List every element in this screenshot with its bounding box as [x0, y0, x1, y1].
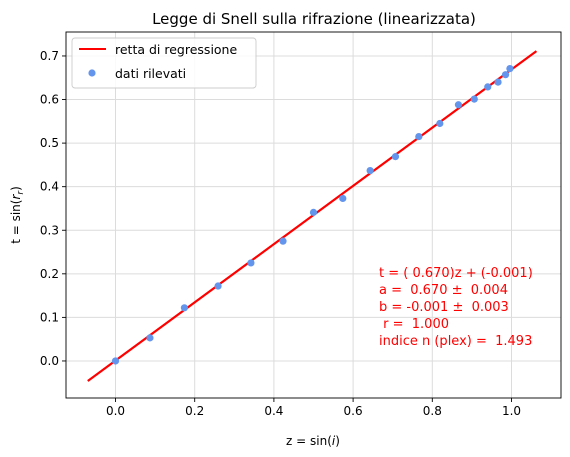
- y-tick-label: 0.5: [40, 136, 59, 150]
- plot-area: [87, 50, 538, 382]
- x-tick-label: 0.2: [185, 404, 204, 418]
- annotation-line: indice n (plex) = 1.493: [379, 334, 532, 349]
- data-point: [111, 357, 120, 365]
- y-tick-label: 0.3: [40, 223, 59, 237]
- x-tick-label: 0.8: [423, 404, 442, 418]
- legend-label-line: retta di regressione: [115, 42, 237, 57]
- legend-box: [71, 37, 257, 89]
- data-point: [494, 78, 502, 86]
- x-axis-label: z = sin(i): [286, 434, 340, 448]
- annotation-line: t = ( 0.670)z + (-0.001): [379, 266, 533, 281]
- data-point: [214, 282, 222, 290]
- chart-title: Legge di Snell sulla rifrazione (lineari…: [152, 10, 476, 28]
- x-axis: 0.0 0.2 0.4 0.6 0.8 1.0: [106, 398, 521, 418]
- fit-annotation: t = ( 0.670)z + (-0.001) a = 0.670 ± 0.00…: [379, 266, 533, 349]
- x-tick-label: 0.6: [344, 404, 363, 418]
- y-tick-label: 0.4: [40, 180, 59, 194]
- annotation-line: b = -0.001 ± 0.003: [379, 300, 509, 315]
- x-tick-label: 1.0: [502, 404, 521, 418]
- data-point: [146, 334, 154, 342]
- legend: retta di regressione dati rilevati: [71, 37, 257, 89]
- y-axis-label: t = sin(rr): [9, 186, 26, 244]
- data-point: [506, 65, 514, 73]
- legend-point-marker: [88, 69, 96, 77]
- axes-frame: [65, 31, 562, 399]
- data-point: [309, 208, 318, 216]
- data-point: [454, 101, 463, 109]
- annotation-line: r = 1.000: [379, 317, 449, 332]
- y-tick-label: 0.7: [40, 49, 59, 63]
- data-point: [339, 194, 347, 203]
- y-tick-label: 0.0: [40, 354, 59, 368]
- data-point: [247, 259, 255, 267]
- y-tick-label: 0.6: [40, 93, 59, 107]
- data-point: [436, 119, 444, 128]
- regression-line: [87, 50, 538, 382]
- x-tick-label: 0.0: [106, 404, 125, 418]
- data-point: [484, 83, 492, 91]
- legend-label-points: dati rilevati: [115, 66, 186, 81]
- x-tick-label: 0.4: [264, 404, 283, 418]
- y-axis: 0.0 0.1 0.2 0.3 0.4 0.5 0.6 0.7: [40, 49, 66, 368]
- data-point: [501, 71, 510, 79]
- data-point: [279, 237, 287, 245]
- data-point: [366, 166, 374, 175]
- y-tick-label: 0.2: [40, 267, 59, 281]
- data-point: [391, 153, 400, 161]
- grid: [66, 32, 561, 398]
- y-tick-label: 0.1: [40, 310, 59, 324]
- data-point: [415, 132, 423, 141]
- data-point: [180, 304, 189, 312]
- data-point: [470, 95, 478, 103]
- annotation-line: a = 0.670 ± 0.004: [379, 283, 508, 298]
